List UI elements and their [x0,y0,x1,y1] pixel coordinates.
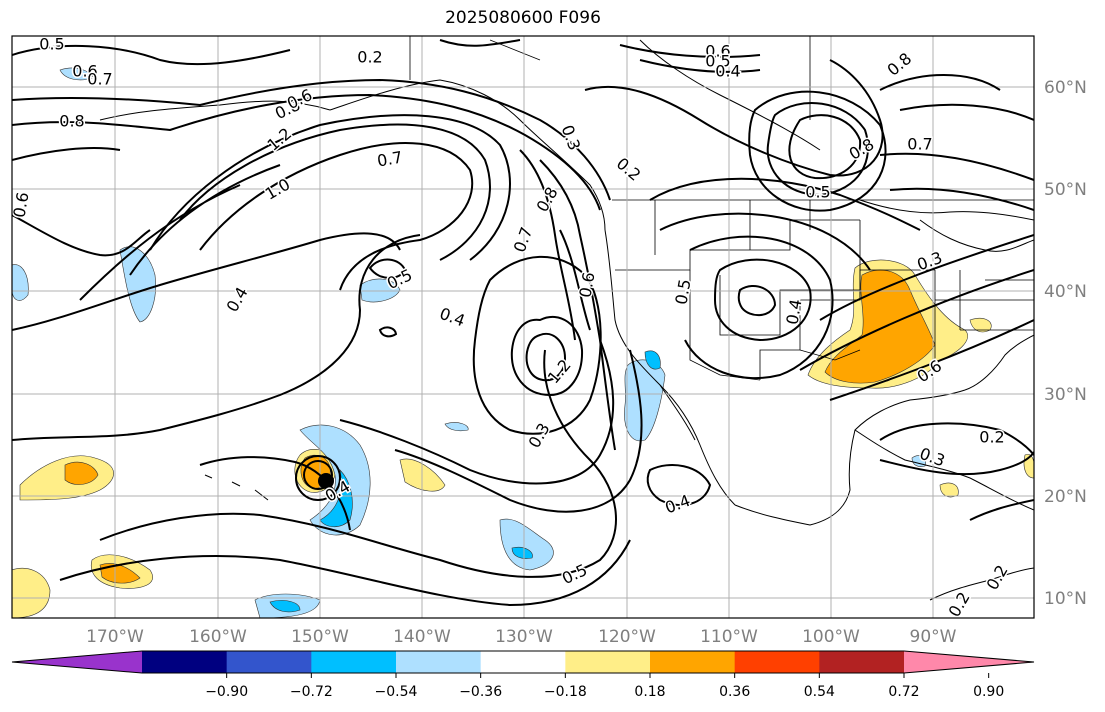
lon-label: 140°W [393,627,451,647]
colorbar-extend-high [904,651,1034,673]
coastlines [99,39,1034,601]
contour-label: 0.2 [357,48,382,67]
colorbar-tick-label: −0.54 [375,684,418,700]
colorbar-tick-label: 0.36 [719,684,750,700]
lon-label: 130°W [495,627,553,647]
colorbar-segment [565,651,651,673]
lon-label: 160°W [189,627,247,647]
lat-label: 40°N [1044,282,1087,302]
lat-label: 60°N [1044,78,1087,98]
map-title: 2025080600 F096 [445,8,601,28]
colorbar-segment [734,651,820,673]
longitude-labels: 170°W 160°W 150°W 140°W 130°W 120°W 110°… [86,627,957,647]
contour-label: 0.5 [705,52,730,71]
colorbar-tick-label: −0.72 [290,684,333,700]
colorbar-segment [819,651,905,673]
latitude-labels: 60°N 50°N 40°N 30°N 20°N 10°N [1044,78,1087,609]
plot-border [11,35,1035,619]
lon-label: 100°W [802,627,860,647]
colorbar-segment [311,651,397,673]
contour-label: 0.7 [87,70,112,89]
colorbar-segment [226,651,312,673]
colorbar-segment [480,651,566,673]
contour-label: 0.5 [805,183,830,202]
colorbar-tick-label: 0.54 [804,684,835,700]
contour-label: 0.6 [72,62,97,81]
lon-label: 90°W [910,627,957,647]
colorbar-extend-low [12,651,142,673]
contour-lines [12,39,1034,607]
lon-label: 150°W [291,627,349,647]
lon-label: 110°W [700,627,758,647]
lon-label: 120°W [598,627,656,647]
contour-label: 0.4 [782,298,805,326]
contour-label: 0.4 [715,62,740,81]
storm-center-marker [318,473,334,489]
colorbar-segment [650,651,736,673]
colorbar-tick-label: 0.72 [888,684,919,700]
colorbar-tick-label: 0.90 [973,684,1004,700]
lon-label: 170°W [86,627,144,647]
colorbar-tick-label: −0.18 [544,684,587,700]
colorbar-tick-label: 0.18 [634,684,665,700]
contour-label: 0.6 [705,42,730,61]
contour-label: 0.2 [979,428,1004,447]
colorbar-segment [396,651,482,673]
contour-label: 0.6 [9,191,32,219]
political-borders [409,36,1034,381]
colorbar-segment [142,651,228,673]
colorbar: −0.90 −0.72 −0.54 −0.36 −0.18 0.18 0.36 0.54 0.7… [11,650,1035,700]
contour-label: 0.8 [59,112,84,131]
lat-label: 20°N [1044,487,1087,507]
shaded-anomalies [12,67,1034,618]
colorbar-tick-label: −0.90 [205,684,248,700]
colorbar-tick-label: −0.36 [459,684,502,700]
contour-label: 0.5 [39,35,64,54]
lat-label: 30°N [1044,385,1087,405]
colorbar-outline [11,650,1035,674]
lat-label: 10°N [1044,589,1087,609]
contour-label: 0.7 [907,135,932,154]
lat-label: 50°N [1044,180,1087,200]
